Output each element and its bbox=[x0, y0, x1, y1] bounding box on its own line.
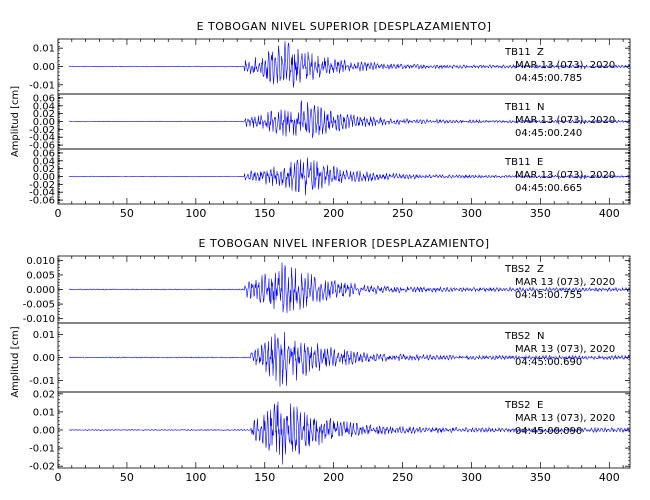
waveform-trace bbox=[69, 41, 630, 88]
y-tick-label: -0.04 bbox=[29, 133, 55, 144]
y-tick-label: -0.06 bbox=[29, 141, 55, 152]
x-tick-label: 100 bbox=[185, 207, 206, 220]
waveform-trace bbox=[68, 401, 630, 465]
y-tick-label: 0.010 bbox=[26, 256, 55, 267]
waveform-trace bbox=[68, 157, 630, 196]
x-tick-label: 300 bbox=[461, 471, 482, 484]
x-tick-label: 400 bbox=[599, 207, 620, 220]
y-tick-label: 0.005 bbox=[26, 270, 55, 281]
waveform-trace bbox=[68, 262, 630, 314]
time-label: 04:45:00.785 bbox=[515, 73, 582, 84]
date-label: MAR 13 (073), 2020 bbox=[515, 115, 615, 126]
y-tick-label: 0.01 bbox=[33, 330, 55, 341]
component-label: E bbox=[537, 400, 543, 411]
y-tick-label: 0.00 bbox=[33, 62, 55, 73]
trace-panel-tbs2-n: 0.01 0.00 -0.01 TBS2 N MAR 13 (073), 2020 04:4… bbox=[29, 322, 631, 393]
x-tick-label: 50 bbox=[120, 471, 134, 484]
y-tick-label: 0.000 bbox=[26, 285, 55, 296]
y-tick-label: -0.06 bbox=[29, 196, 55, 207]
component-label: E bbox=[537, 157, 543, 168]
x-tick-label: 300 bbox=[461, 207, 482, 220]
time-label: 04:45:00.090 bbox=[515, 426, 582, 437]
seismogram-group-1: E TOBOGAN NIVEL SUPERIOR [DESPLAZAMIENTO… bbox=[10, 20, 631, 220]
x-tick-label: 400 bbox=[599, 471, 620, 484]
y-tick-label: 0.00 bbox=[33, 353, 55, 364]
y-tick-label: -0.02 bbox=[29, 462, 55, 473]
waveform-trace bbox=[68, 100, 630, 138]
trace-panel-tbs2-z: 0.010 0.005 0.000 -0.005 -0.010 TBS2 Z MAR 13 (… bbox=[23, 255, 631, 325]
x-tick-label: 250 bbox=[392, 471, 413, 484]
date-label: MAR 13 (073), 2020 bbox=[515, 60, 615, 71]
x-tick-label: 150 bbox=[254, 471, 275, 484]
date-label: MAR 13 (073), 2020 bbox=[515, 277, 615, 288]
time-label: 04:45:00.755 bbox=[515, 290, 582, 301]
station-label: TB11 bbox=[504, 102, 531, 113]
y-tick-label: 0.00 bbox=[33, 172, 55, 183]
y-axis-label: Amplitud [cm] bbox=[10, 326, 21, 397]
x-tick-label: 350 bbox=[530, 207, 551, 220]
waveform-trace bbox=[68, 331, 630, 387]
component-label: Z bbox=[537, 47, 544, 58]
x-tick-label: 350 bbox=[530, 471, 551, 484]
component-label: N bbox=[537, 331, 544, 342]
x-tick-label: 0 bbox=[55, 471, 62, 484]
component-label: Z bbox=[537, 264, 544, 275]
x-tick-label: 150 bbox=[254, 207, 275, 220]
x-tick-label: 200 bbox=[323, 471, 344, 484]
date-label: MAR 13 (073), 2020 bbox=[515, 344, 615, 355]
station-label: TBS2 bbox=[504, 264, 531, 275]
y-tick-label: 0.00 bbox=[33, 117, 55, 128]
y-axis-label: Amplitud [cm] bbox=[10, 86, 21, 157]
y-tick-label: 0.02 bbox=[33, 109, 55, 120]
y-tick-label: -0.02 bbox=[29, 180, 55, 191]
y-tick-label: -0.02 bbox=[29, 125, 55, 136]
seismogram-group-2: E TOBOGAN NIVEL INFERIOR [DESPLAZAMIENTO… bbox=[10, 237, 631, 484]
x-tick-label: 0 bbox=[55, 207, 62, 220]
trace-panel-tb11-n: 0.060.040.020.00-0.02-0.04-0.06 TB11 N MAR … bbox=[29, 93, 631, 152]
station-label: TBS2 bbox=[504, 400, 531, 411]
time-label: 04:45:00.240 bbox=[515, 128, 582, 139]
station-label: TB11 bbox=[504, 157, 531, 168]
time-label: 04:45:00.690 bbox=[515, 357, 582, 368]
y-tick-label: 0.01 bbox=[33, 407, 55, 418]
y-tick-label: -0.04 bbox=[29, 188, 55, 199]
y-tick-label: 0.01 bbox=[33, 44, 55, 55]
station-label: TBS2 bbox=[504, 331, 531, 342]
y-tick-label: 0.04 bbox=[33, 101, 55, 112]
x-tick-label: 200 bbox=[323, 207, 344, 220]
y-tick-label: -0.010 bbox=[23, 314, 55, 325]
y-tick-label: 0.06 bbox=[33, 93, 55, 104]
y-tick-label: 0.02 bbox=[33, 389, 55, 400]
y-tick-label: -0.01 bbox=[29, 376, 55, 387]
time-label: 04:45:00.665 bbox=[515, 183, 582, 194]
trace-panel-tb11-e: 0.060.040.020.00-0.02-0.04-0.06 TB11 E MAR … bbox=[29, 148, 631, 207]
chart-title: E TOBOGAN NIVEL INFERIOR [DESPLAZAMIENTO… bbox=[199, 237, 490, 250]
component-label: N bbox=[537, 102, 544, 113]
y-tick-label: -0.005 bbox=[23, 300, 55, 311]
y-tick-label: 0.04 bbox=[33, 156, 55, 167]
station-label: TB11 bbox=[504, 47, 531, 58]
y-tick-label: 0.00 bbox=[33, 426, 55, 437]
y-tick-label: -0.01 bbox=[29, 444, 55, 455]
y-tick-label: -0.01 bbox=[29, 80, 55, 91]
y-tick-label: 0.06 bbox=[33, 148, 55, 159]
date-label: MAR 13 (073), 2020 bbox=[515, 170, 615, 181]
x-tick-label: 50 bbox=[120, 207, 134, 220]
trace-panel-tbs2-e: 0.02 0.01 0.00 -0.01 -0.02 TBS2 E MAR 13 (073),… bbox=[29, 389, 631, 473]
date-label: MAR 13 (073), 2020 bbox=[515, 413, 615, 424]
trace-panel-tb11-z: 0.01 0.00 -0.01 TB11 Z MAR 13 (073), 2020 04:4… bbox=[29, 38, 631, 95]
y-tick-label: 0.02 bbox=[33, 164, 55, 175]
x-tick-label: 250 bbox=[392, 207, 413, 220]
chart-title: E TOBOGAN NIVEL SUPERIOR [DESPLAZAMIENTO… bbox=[197, 20, 492, 33]
x-tick-label: 100 bbox=[185, 471, 206, 484]
